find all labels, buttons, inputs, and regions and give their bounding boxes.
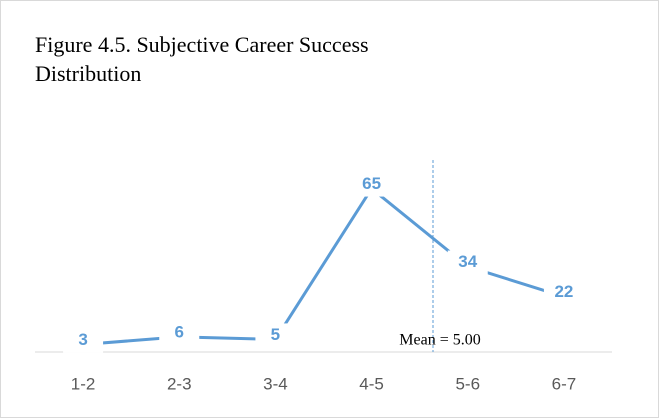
- x-tick-label: 3-4: [263, 374, 288, 393]
- annotation: Mean = 5.00: [399, 332, 480, 349]
- data-label: 5: [271, 325, 280, 344]
- data-label: 22: [554, 282, 573, 301]
- x-tick-label: 1-2: [71, 374, 96, 393]
- data-label: 6: [175, 322, 184, 341]
- data-label-bg: [351, 172, 392, 197]
- chart-title: Distribution: [35, 61, 141, 86]
- data-label-bg: [447, 250, 488, 275]
- x-tick-label: 6-7: [552, 374, 577, 393]
- data-label-bg: [255, 323, 296, 348]
- data-label-bg: [159, 320, 200, 345]
- data-label: 34: [458, 252, 477, 271]
- data-label: 3: [78, 330, 87, 349]
- x-tick-label: 2-3: [167, 374, 192, 393]
- chart-title: Figure 4.5. Subjective Career Success: [35, 32, 369, 57]
- x-tick-label: 5-6: [455, 374, 480, 393]
- data-label: 65: [362, 174, 381, 193]
- x-tick-label: 4-5: [359, 374, 384, 393]
- data-label-bg: [543, 280, 584, 305]
- data-label-bg: [63, 328, 104, 353]
